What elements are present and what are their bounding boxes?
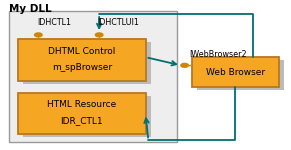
Bar — [23, 42, 151, 84]
Text: IDR_CTL1: IDR_CTL1 — [61, 117, 103, 126]
Circle shape — [181, 63, 188, 67]
Text: IWebBrowser2: IWebBrowser2 — [189, 50, 246, 59]
Bar — [18, 39, 146, 81]
Text: DHTML Control: DHTML Control — [48, 47, 116, 56]
Circle shape — [35, 33, 42, 37]
Text: HTML Resource: HTML Resource — [47, 100, 116, 109]
Bar — [23, 96, 151, 137]
Text: m_spBrowser: m_spBrowser — [52, 63, 112, 72]
Text: Web Browser: Web Browser — [206, 68, 265, 76]
Bar — [9, 11, 177, 142]
Bar — [197, 60, 284, 90]
Text: IDHCTLUI1: IDHCTLUI1 — [98, 18, 140, 27]
Circle shape — [95, 33, 103, 37]
Bar — [18, 93, 146, 134]
Bar — [192, 57, 279, 87]
Text: IDHCTL1: IDHCTL1 — [37, 18, 71, 27]
Text: My DLL: My DLL — [9, 4, 52, 14]
